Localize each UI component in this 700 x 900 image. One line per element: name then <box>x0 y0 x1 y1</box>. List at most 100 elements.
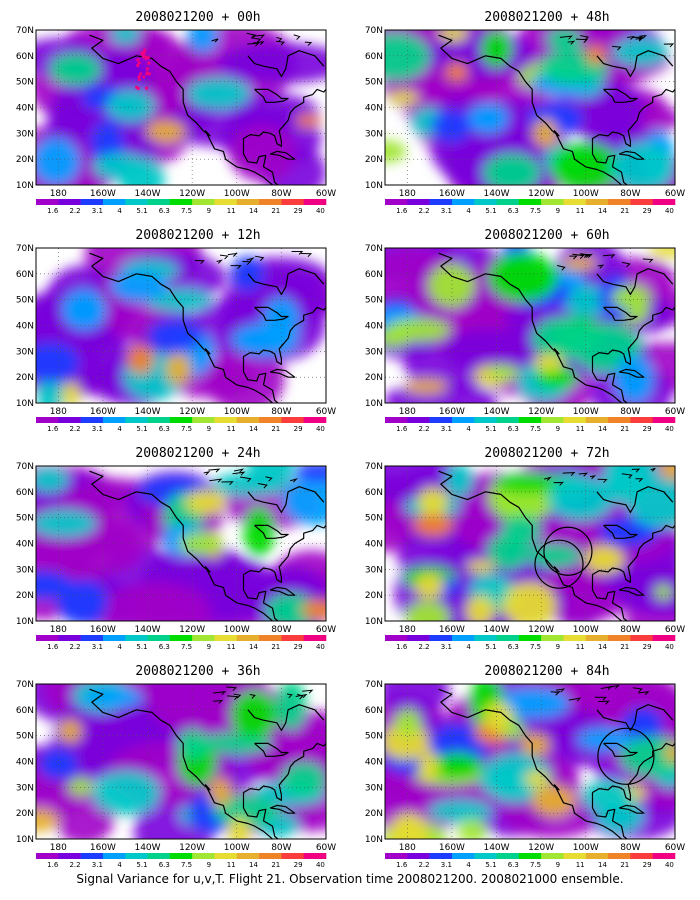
colorbar-swatch <box>608 635 631 641</box>
colorbar-label: 21 <box>271 207 280 215</box>
lon-tick-label: 100W <box>573 843 599 853</box>
colorbar-label: 11 <box>576 207 585 215</box>
map-panel-p72: 2008021200 + 72h 10N 20N 30N 40N 50N 60N 70N 180… <box>365 444 700 659</box>
colorbar-swatch <box>630 199 653 205</box>
colorbar-swatch <box>125 635 148 641</box>
colorbar-swatch <box>429 417 453 423</box>
lon-tick-label: 180 <box>399 625 416 635</box>
panel-title: 2008021200 + 72h <box>484 446 610 461</box>
colorbar-swatch <box>474 199 497 205</box>
lat-tick-label: 50N <box>365 514 383 524</box>
colorbar-swatch <box>474 417 497 423</box>
colorbar-label: 21 <box>620 425 629 433</box>
lat-tick-label: 20N <box>16 809 34 819</box>
lat-tick-label: 60N <box>16 52 34 62</box>
colorbar-label: 1.6 <box>396 643 408 651</box>
lat-tick-label: 10N <box>365 399 383 409</box>
colorbar-swatch <box>496 635 520 641</box>
observation-point <box>144 55 148 59</box>
colorbar-label: 40 <box>316 643 325 651</box>
colorbar-swatch <box>518 853 542 859</box>
colorbar-label: 3.1 <box>441 207 452 215</box>
map-frame <box>35 683 327 840</box>
map-plot: 10N 20N 30N 40N 50N 60N 70N 180 160W 140W 120W 100W… <box>16 462 336 651</box>
colorbar-swatch <box>281 199 304 205</box>
lon-tick-label: 120W <box>179 407 205 417</box>
colorbar-swatch <box>102 853 126 859</box>
colorbar-label: 9 <box>556 425 560 433</box>
colorbar-label: 14 <box>249 425 258 433</box>
lon-tick-label: 180 <box>50 625 67 635</box>
colorbar-label: 6.3 <box>159 207 170 215</box>
colorbar-swatch <box>563 417 587 423</box>
colorbar-swatch <box>259 199 282 205</box>
colorbar-swatch <box>80 635 104 641</box>
colorbar-label: 40 <box>665 861 674 869</box>
colorbar-label: 14 <box>249 643 258 651</box>
lon-tick-label: 80W <box>620 625 640 635</box>
colorbar-label: 11 <box>227 643 236 651</box>
lon-tick-label: 100W <box>573 625 599 635</box>
observation-point <box>136 63 140 68</box>
colorbar-swatch <box>80 417 104 423</box>
colorbar-swatch <box>281 417 304 423</box>
colorbar-label: 29 <box>643 207 652 215</box>
colorbar-label: 40 <box>665 643 674 651</box>
colorbar-swatch <box>585 635 609 641</box>
observation-point <box>136 58 140 62</box>
colorbar-swatch <box>518 199 542 205</box>
colorbar-label: 11 <box>227 425 236 433</box>
colorbar-label: 40 <box>665 207 674 215</box>
lat-tick-label: 70N <box>365 680 383 690</box>
lon-tick-label: 60W <box>665 843 685 853</box>
lat-tick-label: 20N <box>365 373 383 383</box>
colorbar-label: 40 <box>316 207 325 215</box>
lon-tick-label: 140W <box>134 843 160 853</box>
lon-tick-label: 60W <box>316 189 336 199</box>
lat-tick-label: 50N <box>365 78 383 88</box>
colorbar-label: 4 <box>117 643 122 651</box>
colorbar-swatch <box>585 853 609 859</box>
lon-tick-label: 140W <box>483 843 509 853</box>
lon-tick-label: 80W <box>271 407 291 417</box>
lat-tick-label: 70N <box>16 26 34 36</box>
colorbar-swatch <box>125 853 148 859</box>
lon-tick-label: 160W <box>90 189 116 199</box>
colorbar-swatch <box>214 199 238 205</box>
colorbar-swatch <box>236 199 260 205</box>
lat-tick-label: 60N <box>365 488 383 498</box>
colorbar-label: 1.6 <box>396 861 408 869</box>
colorbar-label: 21 <box>620 643 629 651</box>
colorbar-swatch <box>429 853 453 859</box>
lon-tick-label: 100W <box>224 407 250 417</box>
colorbar-swatch <box>652 635 676 641</box>
colorbar-label: 14 <box>598 207 607 215</box>
lon-tick-label: 120W <box>179 625 205 635</box>
lon-tick-label: 140W <box>483 625 509 635</box>
lat-tick-label: 30N <box>365 129 383 139</box>
colorbar-swatch <box>630 417 653 423</box>
colorbar-swatch <box>474 853 497 859</box>
colorbar-swatch <box>102 417 126 423</box>
colorbar-swatch <box>147 853 171 859</box>
colorbar-swatch <box>259 635 282 641</box>
map-plot: 10N 20N 30N 40N 50N 60N 70N 180 160W 140W 120W 100W… <box>365 244 685 433</box>
colorbar-label: 11 <box>227 861 236 869</box>
lon-tick-label: 140W <box>483 189 509 199</box>
lon-tick-label: 140W <box>134 407 160 417</box>
lat-tick-label: 30N <box>365 565 383 575</box>
lat-tick-label: 60N <box>16 706 34 716</box>
colorbar-swatch <box>125 199 148 205</box>
observation-point <box>145 71 149 75</box>
lat-tick-label: 60N <box>365 706 383 716</box>
lat-tick-label: 40N <box>16 758 34 768</box>
colorbar-label: 6.3 <box>159 861 170 869</box>
lat-tick-label: 60N <box>16 270 34 280</box>
highlight-circle <box>543 526 593 576</box>
colorbar-label: 6.3 <box>508 207 519 215</box>
colorbar-label: 7.5 <box>181 207 192 215</box>
colorbar-swatch <box>169 199 193 205</box>
colorbar-label: 11 <box>227 207 236 215</box>
colorbar-label: 5.1 <box>136 425 147 433</box>
colorbar-label: 7.5 <box>181 861 192 869</box>
